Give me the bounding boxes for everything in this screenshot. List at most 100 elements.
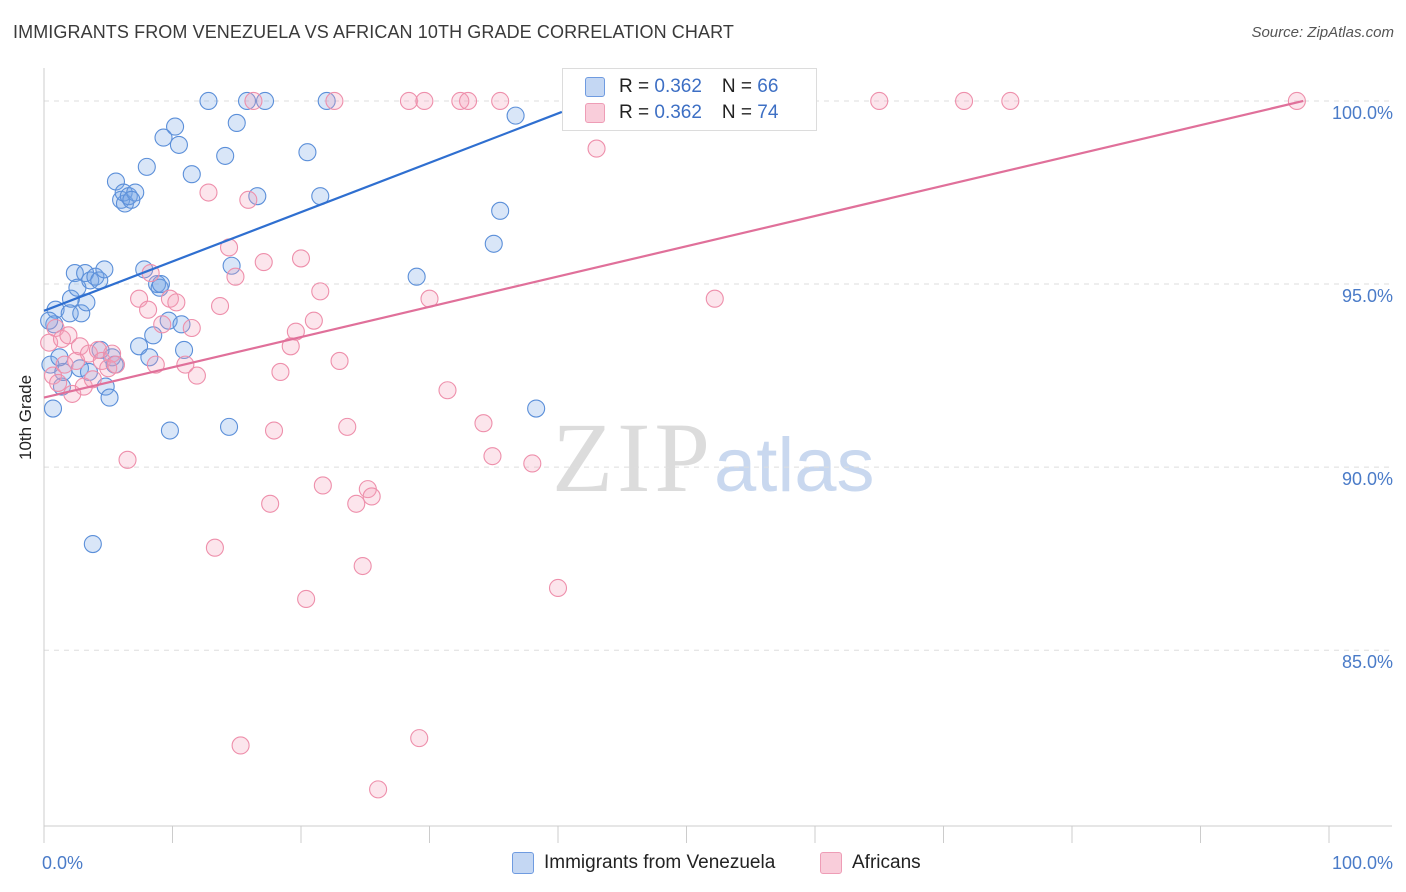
bottom-legend-label-venezuela: Immigrants from Venezuela: [544, 852, 776, 873]
africans-point: [286, 322, 305, 341]
africans-point: [705, 289, 724, 308]
venezuela-point: [317, 91, 336, 111]
africans-point: [587, 139, 606, 158]
y-tick-label: 90.0%: [1342, 469, 1393, 489]
africans-point: [88, 340, 108, 360]
legend-swatch-venezuela: [585, 77, 605, 97]
africans-point: [70, 337, 90, 356]
africans-point: [271, 362, 290, 381]
africans-point: [1287, 91, 1306, 111]
africans-point: [1001, 91, 1020, 111]
africans-point: [59, 326, 78, 345]
africans-point: [353, 556, 372, 576]
africans-point: [205, 538, 224, 557]
bottom-legend-africans: Africans: [820, 852, 921, 874]
venezuela-point: [237, 91, 257, 111]
africans-point: [325, 91, 344, 111]
africans-point: [438, 381, 457, 400]
africans-point: [199, 183, 218, 202]
africans-point: [167, 293, 186, 312]
venezuela-point: [216, 146, 235, 165]
legend-swatch-africans: [585, 103, 605, 123]
bottom-legend-swatch-africans: [820, 852, 842, 874]
africans-point: [955, 91, 974, 111]
africans-point: [338, 417, 357, 436]
venezuela-point: [166, 117, 185, 136]
legend-r-label: R =: [619, 102, 655, 123]
venezuela-point: [169, 135, 188, 154]
africans-point: [415, 91, 434, 111]
africans-point: [304, 311, 323, 330]
africans-point: [182, 318, 201, 338]
africans-point: [187, 366, 206, 385]
africans-point: [226, 267, 245, 286]
africans-point: [244, 91, 263, 111]
legend-r-value: 0.362: [654, 102, 702, 123]
legend-r-value: 0.362: [654, 76, 702, 97]
africans-point: [231, 736, 250, 755]
africans-point: [55, 355, 74, 374]
venezuela-point: [527, 399, 546, 418]
venezuela-point: [72, 304, 91, 323]
venezuela-point: [248, 187, 267, 206]
legend-n-value: 66: [757, 76, 779, 97]
bottom-legend-label-africans: Africans: [852, 852, 921, 873]
africans-point: [311, 282, 330, 301]
africans-point: [548, 578, 568, 598]
africans-point: [118, 450, 137, 469]
africans-point: [347, 494, 366, 513]
venezuela-point: [140, 348, 159, 367]
venezuela-point: [219, 417, 239, 436]
venezuela-point: [227, 113, 246, 132]
venezuela-point: [100, 388, 119, 407]
x-tick-label: 100.0%: [1332, 853, 1393, 873]
africans-point: [254, 253, 273, 272]
africans-point: [297, 589, 316, 609]
africans-point: [92, 351, 111, 371]
africans-point: [474, 414, 493, 433]
africans-point: [139, 300, 158, 319]
africans-point: [210, 296, 230, 316]
watermark-atlas: atlas: [714, 423, 875, 508]
bottom-legend-swatch-venezuela: [512, 852, 534, 874]
venezuela-point: [222, 256, 241, 275]
africans-point: [458, 91, 478, 111]
watermark-zip: ZIP: [552, 402, 714, 513]
venezuela-point: [65, 264, 84, 283]
africans-point: [83, 370, 102, 389]
y-tick-label: 85.0%: [1342, 652, 1393, 672]
venezuela-trend-line: [43, 110, 563, 312]
legend-row-venezuela: R = 0.362 N = 66: [585, 74, 778, 100]
venezuela-point: [491, 201, 510, 220]
africans-point: [870, 91, 889, 111]
bottom-legend-venezuela: Immigrants from Venezuela: [512, 852, 775, 874]
africans-point: [106, 355, 126, 374]
venezuela-point: [83, 534, 102, 554]
legend-n-value: 74: [757, 102, 779, 123]
legend-r-label: R =: [619, 76, 655, 97]
africans-point: [362, 487, 381, 506]
venezuela-point: [160, 421, 179, 440]
venezuela-point: [506, 106, 525, 125]
chart-source: Source: ZipAtlas.com: [1251, 24, 1394, 41]
africans-point: [49, 373, 68, 392]
chart-title: IMMIGRANTS FROM VENEZUELA VS AFRICAN 10T…: [13, 22, 734, 42]
venezuela-point: [484, 234, 503, 253]
venezuela-point: [199, 91, 218, 111]
legend-n-label: N =: [721, 76, 758, 97]
africans-point: [491, 91, 510, 111]
venezuela-point: [172, 315, 191, 334]
venezuela-point: [182, 165, 201, 184]
africans-trend-line: [43, 99, 1304, 399]
africans-point: [264, 421, 284, 440]
venezuela-point: [95, 260, 114, 279]
africans-point: [523, 454, 542, 473]
africans-point: [410, 729, 429, 748]
africans-point: [291, 249, 311, 268]
africans-point: [483, 447, 502, 466]
venezuela-point: [43, 399, 63, 418]
y-tick-label: 95.0%: [1342, 286, 1393, 306]
africans-point: [369, 780, 388, 799]
venezuela-point: [122, 190, 141, 209]
africans-point: [103, 344, 122, 363]
